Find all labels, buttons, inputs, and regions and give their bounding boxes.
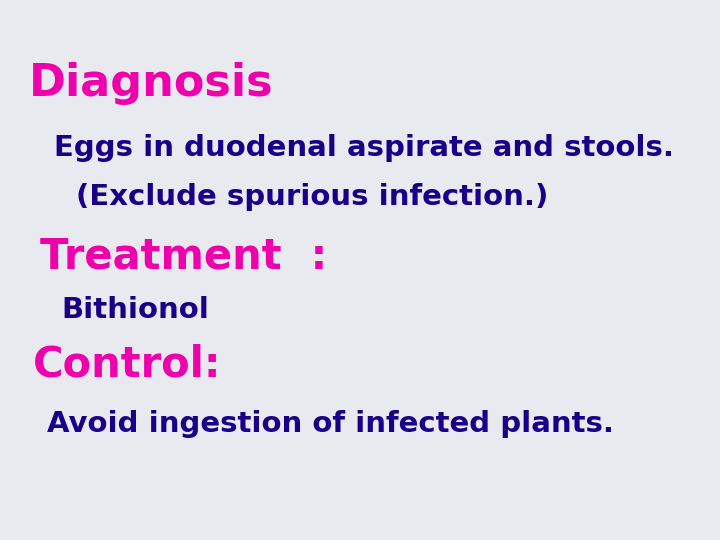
Text: Control:: Control:: [32, 343, 221, 386]
Text: Eggs in duodenal aspirate and stools.: Eggs in duodenal aspirate and stools.: [54, 134, 674, 163]
Text: Treatment  :: Treatment :: [40, 235, 327, 278]
Text: Avoid ingestion of infected plants.: Avoid ingestion of infected plants.: [47, 410, 613, 438]
Text: Diagnosis: Diagnosis: [29, 62, 274, 105]
Text: Bithionol: Bithionol: [61, 296, 209, 325]
Text: (Exclude spurious infection.): (Exclude spurious infection.): [76, 183, 548, 211]
